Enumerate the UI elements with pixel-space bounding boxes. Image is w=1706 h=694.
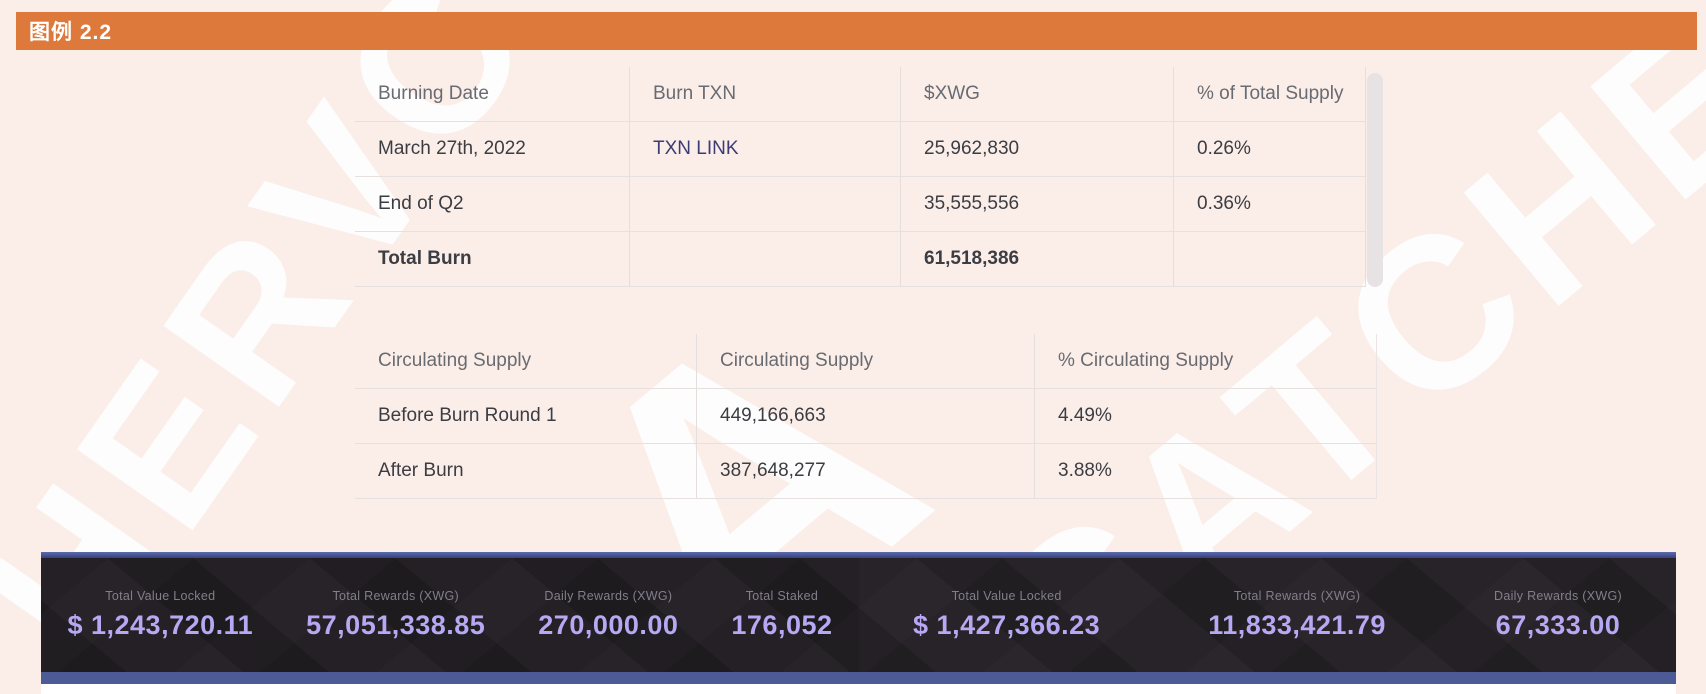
figure-caption-label: 图例 2.2	[29, 21, 113, 44]
stat-label: Total Value Locked	[105, 589, 216, 603]
burn-table-cell-xwg: 35,555,556	[900, 177, 1173, 232]
burn-table-header-burn-txn: Burn TXN	[629, 67, 900, 122]
stats-top-accent-line	[41, 552, 1676, 558]
stat-value: 67,333.00	[1495, 610, 1621, 640]
stats-bottom-accent-line	[41, 672, 1676, 684]
burn-table-cell-total-label: Total Burn	[355, 232, 629, 287]
stat-total-value-locked: Total Value Locked $ 1,243,720.11	[67, 589, 253, 641]
stat-total-value-locked: Total Value Locked $ 1,427,366.23	[913, 589, 1100, 641]
burn-table-cell-pct: 0.26%	[1173, 122, 1365, 177]
stat-label: Daily Rewards (XWG)	[1494, 589, 1622, 603]
stat-label: Total Staked	[745, 589, 819, 603]
burn-table-scrollbar[interactable]	[1367, 73, 1383, 287]
supply-table-cell-label: Before Burn Round 1	[355, 389, 696, 444]
supply-table-cell-pct: 3.88%	[1034, 444, 1376, 499]
stat-daily-rewards: Daily Rewards (XWG) 67,333.00	[1494, 589, 1622, 641]
stat-daily-rewards: Daily Rewards (XWG) 270,000.00	[538, 589, 678, 641]
supply-table-cell-supply: 449,166,663	[696, 389, 1034, 444]
burn-table-cell-pct: 0.36%	[1173, 177, 1365, 232]
supply-table-header-pct: % Circulating Supply	[1034, 334, 1376, 389]
stat-label: Total Value Locked	[951, 589, 1062, 603]
txn-link[interactable]: TXN LINK	[653, 138, 739, 159]
stats-group-left: Total Value Locked $ 1,243,720.11 Total …	[41, 558, 859, 672]
stat-label: Total Rewards (XWG)	[332, 589, 459, 603]
stats-group-right: Total Value Locked $ 1,427,366.23 Total …	[859, 558, 1676, 672]
burn-table-cell-total-xwg: 61,518,386	[900, 232, 1173, 287]
stat-total-staked: Total Staked 176,052	[731, 589, 832, 641]
burn-table-cell-txn	[629, 232, 900, 287]
burn-table-cell-xwg: 25,962,830	[900, 122, 1173, 177]
stats-bottom-gap	[41, 684, 1676, 694]
figure-caption-bar: 图例 2.2	[16, 12, 1697, 50]
stat-total-rewards: Total Rewards (XWG) 57,051,338.85	[306, 589, 485, 641]
burn-table-cell-date: End of Q2	[355, 177, 629, 232]
burn-table: Burning Date Burn TXN $XWG % of Total Su…	[355, 67, 1366, 287]
supply-table-cell-label: After Burn	[355, 444, 696, 499]
burn-table-cell-txn	[629, 177, 900, 232]
stat-value: 270,000.00	[538, 610, 679, 640]
burn-table-cell-txn: TXN LINK	[629, 122, 900, 177]
burn-table-cell-date: March 27th, 2022	[355, 122, 629, 177]
circulating-supply-table: Circulating Supply Circulating Supply % …	[355, 334, 1377, 499]
supply-table-cell-pct: 4.49%	[1034, 389, 1376, 444]
stat-value: 176,052	[731, 610, 833, 640]
burn-table-header-burning-date: Burning Date	[355, 67, 629, 122]
supply-table-header-supply: Circulating Supply	[696, 334, 1034, 389]
stat-value: 57,051,338.85	[306, 610, 486, 640]
burn-table-cell-pct	[1173, 232, 1365, 287]
stat-total-rewards: Total Rewards (XWG) 11,833,421.79	[1208, 589, 1386, 641]
stat-value: $ 1,427,366.23	[913, 610, 1101, 640]
stat-label: Total Rewards (XWG)	[1233, 589, 1361, 603]
stat-label: Daily Rewards (XWG)	[544, 589, 673, 603]
stats-main-panel: Total Value Locked $ 1,243,720.11 Total …	[41, 558, 1676, 672]
supply-table-header-label: Circulating Supply	[355, 334, 696, 389]
stat-value: $ 1,243,720.11	[67, 610, 254, 640]
supply-table-cell-supply: 387,648,277	[696, 444, 1034, 499]
stat-value: 11,833,421.79	[1208, 610, 1386, 640]
burn-table-header-xwg: $XWG	[900, 67, 1173, 122]
burn-table-header-pct-total-supply: % of Total Supply	[1173, 67, 1365, 122]
staking-stats-bar: Total Value Locked $ 1,243,720.11 Total …	[41, 552, 1676, 694]
